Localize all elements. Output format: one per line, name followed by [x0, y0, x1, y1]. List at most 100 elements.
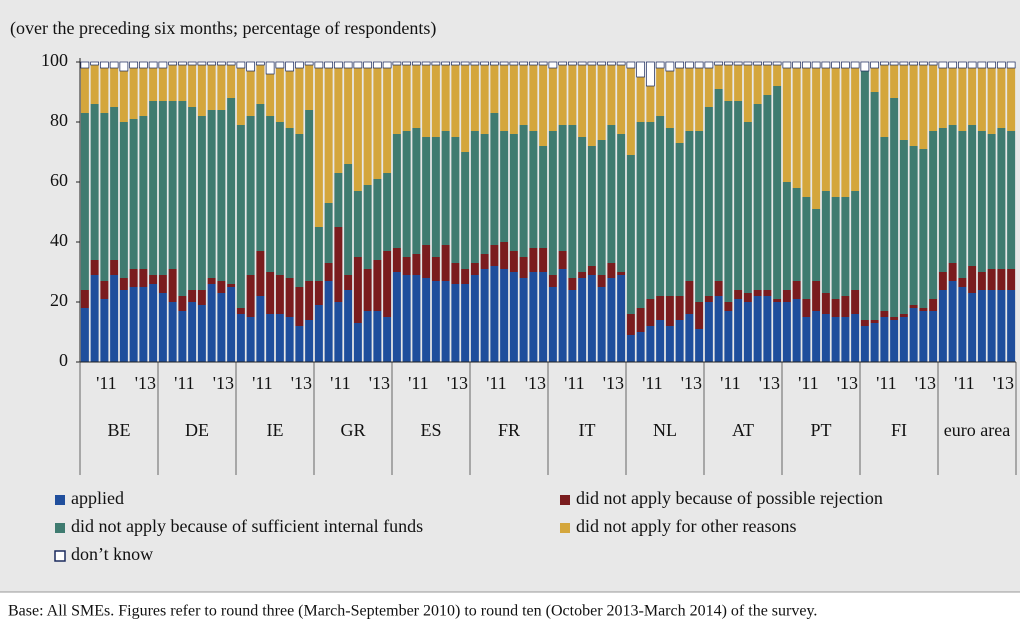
- bar-segment: [139, 116, 148, 269]
- group-label: FI: [890, 420, 907, 440]
- bar-segment: [753, 61, 762, 66]
- bar-segment: [811, 61, 821, 69]
- bar-segment: [616, 61, 626, 66]
- bar-segment: [490, 245, 499, 266]
- bar-segment: [119, 122, 128, 278]
- bar-segment: [860, 320, 869, 326]
- bar-segment: [178, 296, 187, 311]
- legend-swatch: [54, 550, 66, 562]
- bar-segment: [841, 197, 850, 296]
- footnote: Base: All SMEs. Figures refer to round t…: [8, 603, 817, 620]
- bar-segment: [929, 299, 938, 311]
- bar-segment: [373, 260, 382, 311]
- bar-segment: [987, 61, 996, 69]
- bar-segment: [782, 61, 792, 69]
- bar-segment: [890, 65, 899, 98]
- bar-segment: [607, 61, 616, 66]
- bar-segment: [266, 74, 275, 116]
- bar-segment: [285, 71, 294, 128]
- bar-segment: [568, 65, 577, 125]
- bar-segment: [119, 290, 128, 362]
- bar-segment: [383, 68, 392, 173]
- x-tick-label: '13: [681, 373, 702, 393]
- bar-segment: [324, 263, 333, 281]
- bar-segment: [548, 287, 557, 362]
- bar-segment: [665, 61, 675, 72]
- bar-segment: [373, 311, 382, 362]
- bar-segment: [821, 191, 830, 293]
- bar-segment: [997, 61, 1006, 69]
- bar-segment: [431, 61, 441, 66]
- bar-segment: [480, 61, 489, 66]
- bar-segment: [266, 314, 275, 362]
- bar-segment: [724, 302, 733, 311]
- bar-segment: [714, 296, 723, 362]
- bar-segment: [324, 281, 333, 362]
- bar-segment: [899, 140, 908, 314]
- bar-segment: [197, 305, 206, 362]
- bar-segment: [246, 275, 255, 317]
- bar-segment: [373, 68, 382, 179]
- bar-segment: [266, 272, 275, 314]
- bar-segment: [80, 68, 89, 113]
- bar-segment: [656, 68, 665, 116]
- bar-segment: [821, 68, 830, 191]
- bar-segment: [470, 275, 479, 362]
- bar-segment: [285, 317, 294, 362]
- bar-segment: [743, 122, 752, 293]
- bar-segment: [392, 272, 401, 362]
- x-tick-label: '11: [720, 373, 741, 393]
- bar-segment: [519, 65, 528, 125]
- bar-segment: [529, 248, 538, 272]
- bar-segment: [997, 269, 1006, 290]
- bar-segment: [704, 68, 713, 107]
- bar-segment: [470, 61, 480, 66]
- bar-segment: [597, 61, 606, 66]
- bar-segment: [158, 275, 167, 293]
- group-label: BE: [107, 420, 131, 440]
- bar-segment: [997, 128, 1006, 269]
- bar-segment: [119, 278, 128, 290]
- bar-segment: [743, 65, 752, 122]
- bar-segment: [675, 143, 684, 296]
- bar-segment: [899, 317, 908, 362]
- bar-segment: [763, 95, 772, 290]
- bar-segment: [851, 68, 860, 191]
- bar-segment: [441, 61, 450, 66]
- bar-segment: [578, 272, 587, 278]
- bar-segment: [763, 290, 772, 296]
- bar-segment: [139, 287, 148, 362]
- bar-segment: [821, 293, 830, 314]
- bar-segment: [782, 182, 791, 290]
- bar-segment: [841, 317, 850, 362]
- x-tick-label: '13: [759, 373, 780, 393]
- bar-segment: [207, 65, 216, 110]
- bar-segment: [1007, 290, 1016, 362]
- bar-segment: [158, 68, 167, 101]
- bar-segment: [363, 311, 372, 362]
- bar-segment: [422, 278, 431, 362]
- bar-segment: [909, 305, 918, 308]
- bar-segment: [285, 128, 294, 278]
- group-label: AT: [732, 420, 754, 440]
- bar-segment: [451, 61, 460, 66]
- bar-segment: [334, 61, 343, 69]
- bar-segment: [548, 131, 557, 275]
- bar-segment: [402, 131, 411, 257]
- bar-segment: [226, 61, 236, 66]
- bar-segment: [841, 61, 850, 69]
- bar-segment: [246, 71, 255, 116]
- bar-segment: [899, 61, 909, 66]
- bar-segment: [188, 65, 197, 107]
- bar-segment: [626, 155, 635, 314]
- bar-segment: [841, 296, 850, 317]
- bar-segment: [656, 320, 665, 362]
- bar-segment: [431, 257, 440, 281]
- bar-segment: [110, 68, 119, 107]
- bar-segment: [763, 65, 772, 95]
- bar-segment: [383, 317, 392, 362]
- bar-segment: [519, 257, 528, 278]
- bar-segment: [967, 61, 977, 69]
- bar-segment: [968, 266, 977, 293]
- bar-segment: [100, 113, 109, 281]
